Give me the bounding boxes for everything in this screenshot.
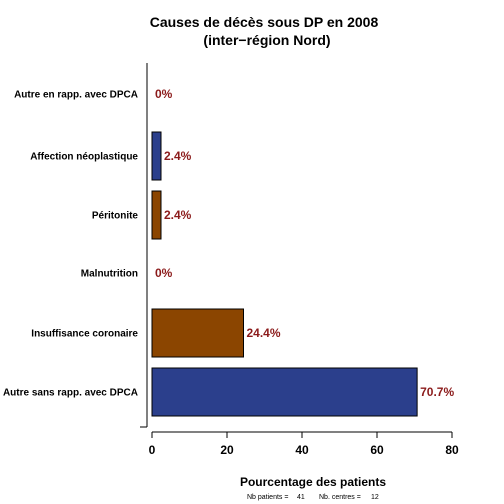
footer-nb-centres-label: Nb. centres = [319, 494, 361, 501]
category-label: Autre sans rapp. avec DPCA [3, 388, 138, 399]
value-label: 70.7% [420, 385, 454, 399]
value-label: 0% [155, 266, 173, 280]
value-label: 2.4% [164, 208, 192, 222]
x-tick-label: 80 [445, 443, 459, 457]
footer-nb-centres: 12 [371, 494, 379, 501]
value-label: 0% [155, 87, 173, 101]
x-tick-label: 60 [370, 443, 384, 457]
category-label: Insuffisance coronaire [31, 329, 138, 340]
footer: Nb patients = 41 Nb. centres = 12 [247, 494, 379, 501]
chart-title-line-2: (inter−région Nord) [203, 32, 330, 48]
category-label: Malnutrition [81, 269, 138, 280]
x-axis-label: Pourcentage des patients [240, 475, 386, 489]
bar [151, 190, 162, 240]
labels-layer: Autre en rapp. avec DPCA 0% Affection néop… [3, 87, 455, 399]
chart-title-line-1: Causes de décès sous DP en 2008 [150, 14, 379, 30]
x-axis: 0 20 40 60 80 [149, 431, 459, 457]
footer-nb-patients-label: Nb patients = [247, 494, 288, 501]
bar [151, 308, 244, 358]
x-tick-label: 40 [295, 443, 309, 457]
footer-nb-patients: 41 [297, 494, 305, 501]
x-tick-label: 0 [149, 443, 156, 457]
category-label: Péritonite [92, 211, 139, 222]
category-label: Affection néoplastique [30, 152, 138, 163]
value-label: 2.4% [164, 149, 192, 163]
bar [151, 367, 418, 417]
bar [151, 131, 162, 181]
category-label: Autre en rapp. avec DPCA [14, 90, 138, 101]
x-tick-label: 20 [220, 443, 234, 457]
value-label: 24.4% [247, 326, 281, 340]
bars-layer [151, 131, 418, 417]
